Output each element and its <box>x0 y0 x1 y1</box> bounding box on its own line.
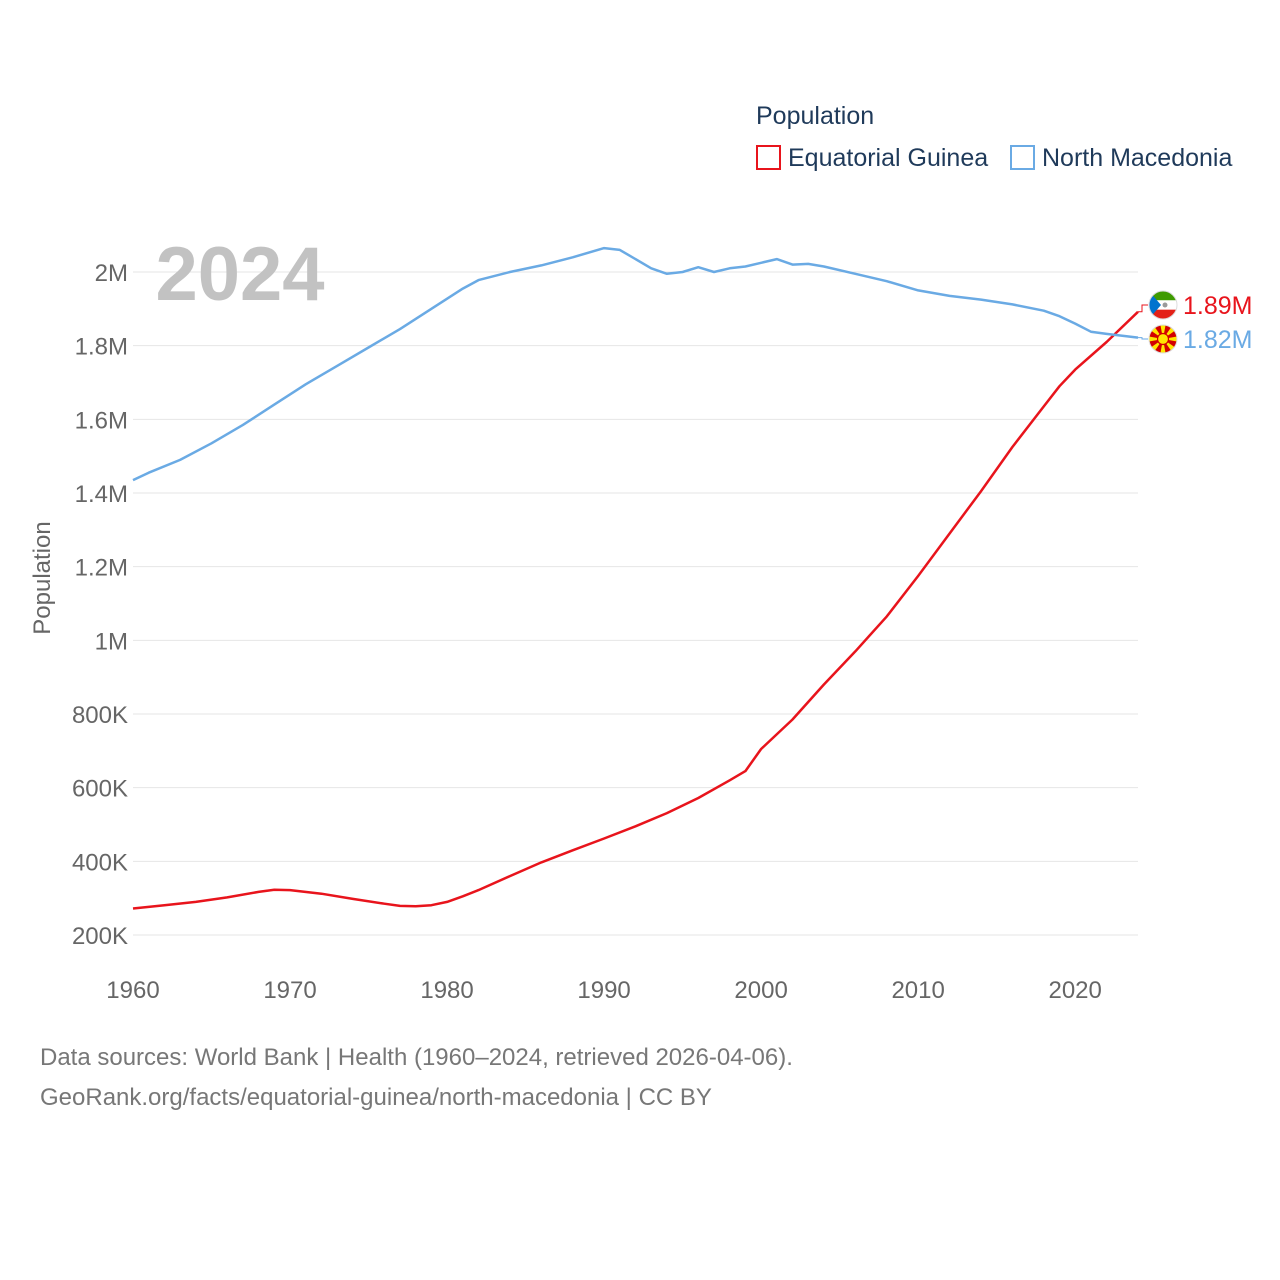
axes: 200K 400K 600K 800K 1M 1.2M 1.4M 1.6M 1.8M 2M 1960… <box>72 260 1102 1004</box>
current-year-label: 2024 <box>155 232 324 317</box>
end-label-equatorial-guinea: 1.89M <box>1183 292 1252 320</box>
legend-label-north-macedonia[interactable]: North Macedonia <box>1042 144 1232 172</box>
series-lines <box>132 246 1139 910</box>
legend: Population Equatorial Guinea North Maced… <box>756 102 1232 172</box>
x-tick-label: 2010 <box>891 977 944 1004</box>
x-tick-label: 1990 <box>577 977 630 1004</box>
end-label-north-macedonia: 1.82M <box>1183 326 1252 354</box>
y-axis-title: Population <box>29 521 56 634</box>
y-tick-label: 800K <box>72 702 128 729</box>
y-tick-label: 1.2M <box>75 555 128 582</box>
y-tick-label: 1.8M <box>75 334 128 361</box>
x-tick-label: 1970 <box>263 977 316 1004</box>
legend-swatch-north-macedonia[interactable] <box>1010 145 1035 170</box>
y-tick-label: 600K <box>72 776 128 803</box>
legend-title: Population <box>756 102 874 130</box>
series-line-north-macedonia[interactable] <box>132 246 1139 482</box>
y-tick-label: 1.4M <box>75 481 128 508</box>
y-tick-label: 400K <box>72 849 128 876</box>
x-tick-label: 1960 <box>106 977 159 1004</box>
end-labels: 1.89M 1.82M <box>1138 290 1252 354</box>
y-tick-label: 200K <box>72 923 128 950</box>
y-tick-label: 2M <box>95 260 128 287</box>
legend-swatch-equatorial-guinea[interactable] <box>756 145 781 170</box>
y-tick-label: 1.6M <box>75 407 128 434</box>
x-tick-label: 2020 <box>1048 977 1101 1004</box>
end-connector-equatorial-guinea <box>1138 304 1148 313</box>
gridlines <box>133 271 1138 936</box>
footer-attribution[interactable]: GeoRank.org/facts/equatorial-guinea/nort… <box>40 1084 712 1111</box>
series-line-equatorial-guinea[interactable] <box>132 310 1139 910</box>
y-tick-label: 1M <box>95 628 128 655</box>
equatorial-guinea-flag-icon <box>1148 290 1178 320</box>
x-tick-label: 2000 <box>734 977 787 1004</box>
legend-label-equatorial-guinea[interactable]: Equatorial Guinea <box>788 144 988 172</box>
footer-sources: Data sources: World Bank | Health (1960–… <box>40 1044 793 1071</box>
end-connector-north-macedonia <box>1138 337 1148 340</box>
x-tick-label: 1980 <box>420 977 473 1004</box>
